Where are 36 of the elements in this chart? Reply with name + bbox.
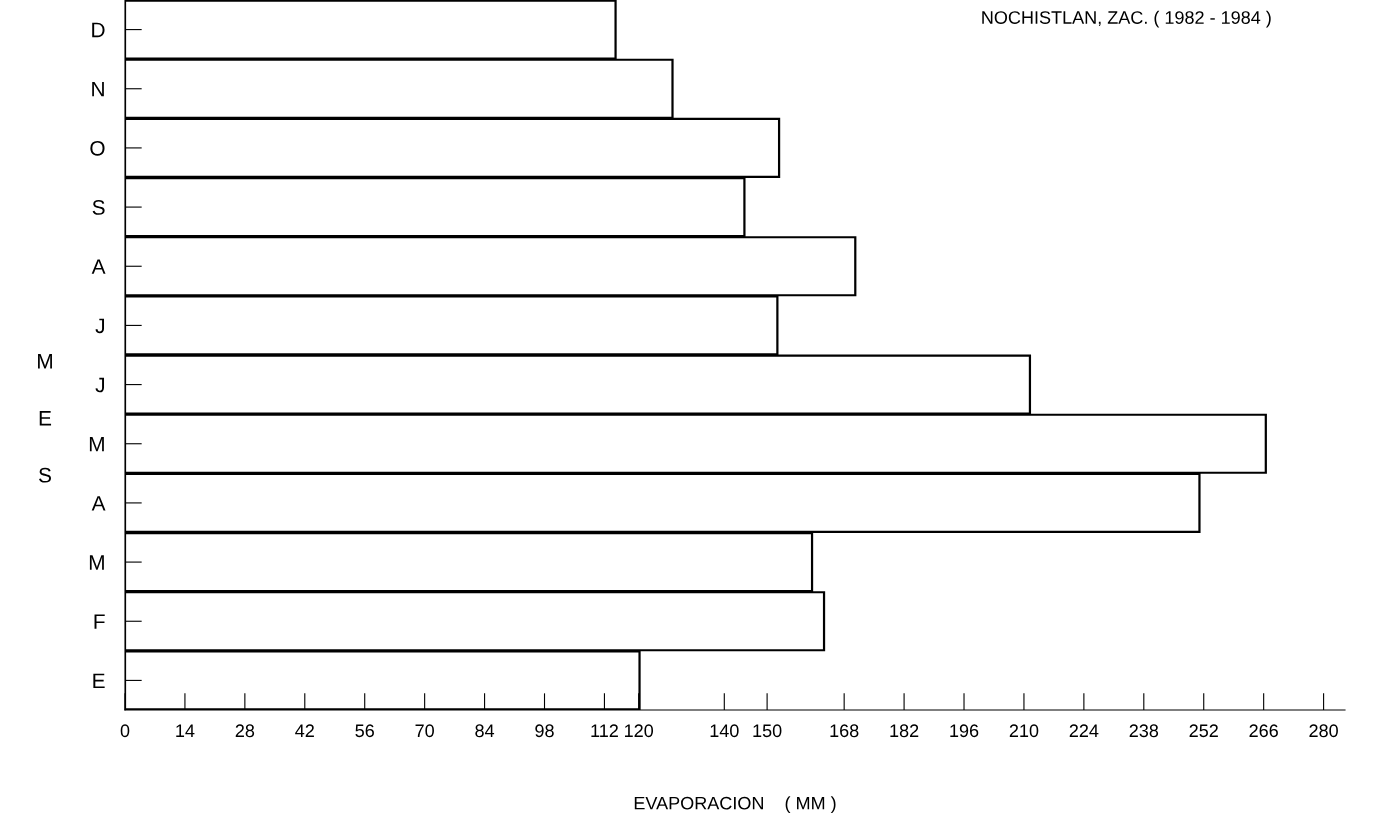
y-tick-label: N	[92, 81, 104, 97]
x-tick-label: 224	[1069, 724, 1099, 737]
y-tick-label: F	[94, 614, 105, 629]
x-tick-label: 14	[176, 724, 195, 737]
x-tick-label: 238	[1129, 724, 1159, 738]
y-tick-label: A	[91, 496, 106, 511]
text: NOCHISTLAN, ZAC. ( 1982 - 1984 )	[982, 10, 1271, 28]
x-tick-label: 266	[1249, 724, 1278, 738]
x-tick-label: 98	[535, 724, 554, 738]
y-tick-label: A	[91, 259, 106, 274]
x-tick-label: 168	[830, 724, 859, 738]
y-tick-label: M	[89, 555, 104, 570]
x-tick-label: 182	[890, 724, 919, 738]
x-tick-label: 280	[1309, 724, 1338, 738]
y-tick-label: S	[92, 200, 105, 215]
y-tick-label: O	[90, 140, 105, 156]
y-tick-label: D	[92, 22, 105, 38]
x-tick-label: 0	[120, 724, 130, 738]
x-tick-label: 70	[415, 724, 434, 738]
y-tick-label: J	[95, 377, 105, 393]
y-tick-label: E	[93, 673, 105, 688]
x-tick-label: 28	[235, 724, 255, 738]
x-axis-title: EVAPORACION ( MM )	[634, 796, 836, 814]
x-tick-label: 150	[753, 724, 782, 738]
x-tick-label: 42	[295, 724, 314, 737]
x-tick-label: 112	[591, 724, 618, 737]
x-tick-label: 56	[355, 724, 374, 738]
x-tick-label: 252	[1189, 724, 1218, 738]
x-tick-label: 140	[710, 724, 739, 738]
x-tick-label: 196	[950, 724, 979, 738]
x-tick-label: 210	[1009, 724, 1039, 738]
text: MES	[38, 354, 52, 483]
x-tick-label: 120	[625, 724, 654, 738]
x-tick-label: 84	[475, 724, 495, 738]
y-tick-label: J	[95, 318, 105, 334]
y-tick-label: M	[89, 436, 104, 452]
